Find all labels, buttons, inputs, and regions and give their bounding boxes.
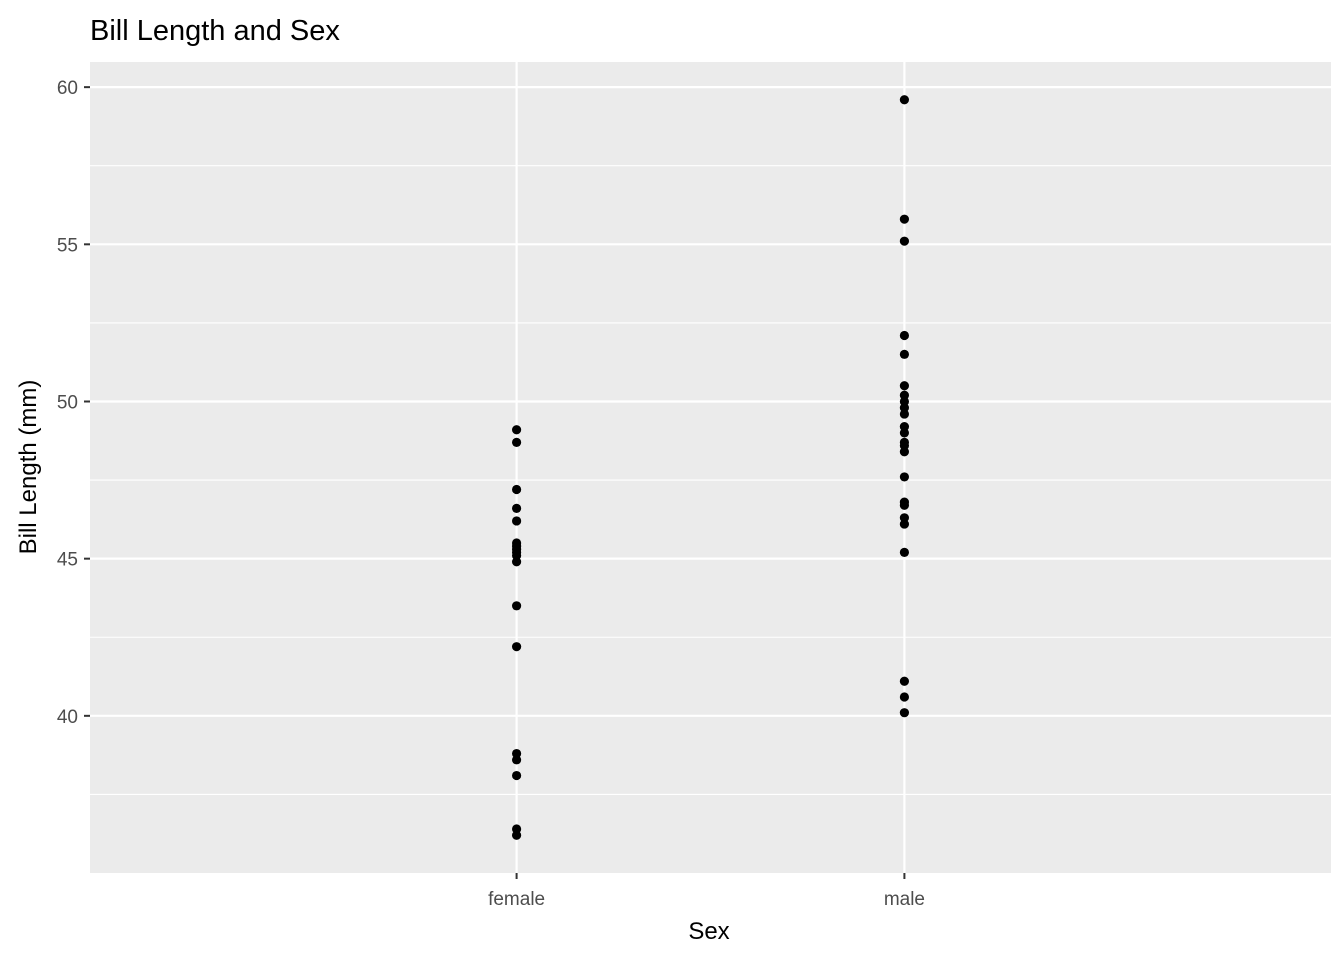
x-tick-label: female [488,889,545,910]
data-point-male [899,422,910,432]
data-point-male [899,396,910,407]
data-point-male [899,440,910,451]
y-tick-label: 60 [57,78,78,99]
y-tick-label: 50 [57,392,78,413]
data-point-male [899,519,910,529]
data-point-male [899,236,910,246]
data-point-female [511,824,522,834]
x-axis-title: Sex [688,918,729,945]
data-point-male [899,428,910,438]
y-tick-label: 55 [57,235,78,256]
data-point-male [899,403,910,413]
x-tick-label: male [884,889,925,910]
data-point-male [899,500,910,510]
y-tick-label: 45 [57,550,78,571]
data-point-male [899,708,910,718]
data-point-female [511,755,522,765]
data-point-male [899,381,910,391]
data-point-male [899,472,910,482]
data-point-male [899,349,910,359]
panel-background [90,62,1331,873]
data-point-female [511,557,522,567]
data-point-female [511,770,522,781]
data-point-male [899,676,910,686]
axes: 40 45 50 55 60 female male [57,78,925,910]
data-point-female [511,484,522,495]
data-point-female [511,437,522,447]
y-tick-label: 40 [57,707,78,728]
y-axis-title: Bill Length (mm) [15,380,42,555]
data-point-female [511,503,522,513]
data-point-male [899,409,910,419]
data-point-male [899,214,910,224]
data-point-female [511,748,522,759]
data-point-female [511,601,522,611]
chart-title: Bill Length and Sex [90,15,340,47]
data-points [511,95,910,840]
data-point-male [899,95,910,105]
data-point-female [511,550,522,561]
data-point-male [899,513,910,523]
data-point-male [899,692,910,702]
data-point-male [899,330,910,341]
grid-lines [90,62,1331,873]
plot-panel [90,62,1331,873]
data-point-male [899,390,910,400]
data-point-female [511,425,522,435]
data-point-female [511,516,522,526]
data-point-male [899,447,910,457]
data-point-male [899,547,910,557]
data-point-female [511,642,522,652]
data-point-female [511,830,522,840]
